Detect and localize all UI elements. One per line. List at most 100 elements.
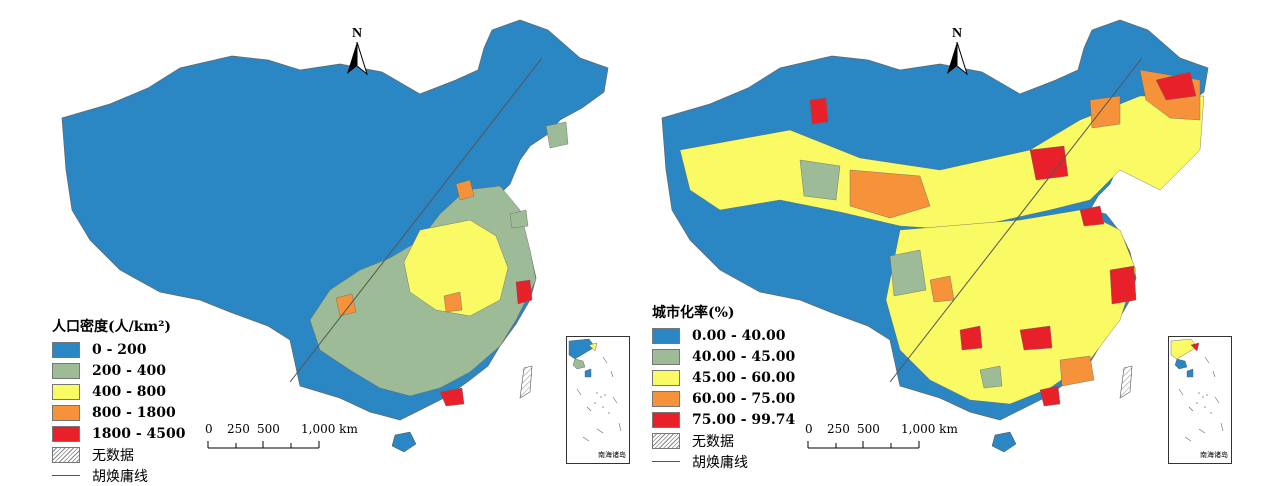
north-arrow-label: N [951,26,963,41]
map-region [1155,71,1197,101]
scale-bar: 0 250 500 1,000 km [205,422,375,455]
scale-bar-graphic [807,441,920,449]
legend-label: 0.00 - 40.00 [692,327,786,344]
urbanization-rate-map-panel: N 城市化率(%) 0.00 - 40.00 40.00 - 45.00 45.… [600,0,1233,479]
legend-label: 40.00 - 45.00 [692,348,796,365]
legend-label: 0 - 200 [92,341,147,358]
legend-label: 200 - 400 [92,362,167,379]
legend-label: 60.00 - 75.00 [692,390,796,407]
north-arrow-icon [947,41,968,76]
hu-line [889,57,1143,383]
map-region [1059,355,1095,387]
map-region [929,275,955,303]
urbanization-rate-map [661,19,1209,453]
scale-label: 1,000 km [901,422,958,436]
inset-map [568,338,622,442]
north-arrow-label: N [351,26,363,41]
legend-item: 200 - 400 [52,360,186,381]
map-region [1039,385,1061,407]
map-region [335,293,357,317]
south-china-sea-inset: 南海诸岛 [1168,336,1232,464]
scale-label: 500 [857,422,880,436]
inset-label: 南海诸岛 [598,451,626,459]
legend-item: 60.00 - 75.00 [652,388,795,409]
legend-swatch [652,327,680,344]
map-region [959,325,983,351]
map-region [979,365,1003,389]
scale-label: 1,000 km [301,422,358,436]
legend-swatch [52,341,80,358]
map-region [545,121,569,149]
map-region [509,209,529,229]
legend-swatch [652,390,680,407]
map-region [889,249,927,297]
hainan-island [991,431,1017,453]
population-density-map-panel: N 人口密度(人/km²) 0 - 200 200 - 400 400 - 80… [0,0,633,485]
scale-label: 250 [227,422,250,436]
taiwan-no-data [519,365,533,399]
map-region [849,169,931,219]
map-region [1109,265,1137,305]
taiwan-no-data [1119,365,1133,399]
legend: 城市化率(%) 0.00 - 40.00 40.00 - 45.00 45.00… [652,302,795,472]
south-china-sea-inset: 南海诸岛 [566,336,630,464]
map-region [515,279,533,305]
legend-swatch [52,362,80,379]
legend-swatch [52,404,80,421]
map-region [455,179,475,201]
legend-swatch [652,411,680,428]
legend-label: 400 - 800 [92,383,167,400]
map-region [809,97,829,125]
scale-label: 0 [805,422,813,436]
north-arrow: N [342,26,372,80]
legend-item: 400 - 800 [52,381,186,402]
legend-item-hu-line: 胡焕庸线 [652,451,795,472]
map-region [1029,145,1069,181]
map-region [403,219,509,317]
legend-swatch [652,348,680,365]
scale-bar: 0 250 500 1,000 km [805,422,975,455]
map-region [439,387,465,407]
legend-swatch [52,425,80,442]
line-swatch [52,475,80,476]
legend-label: 45.00 - 60.00 [692,369,796,386]
legend-item-no-data: 无数据 [52,444,186,465]
hatch-swatch [52,446,80,463]
scale-label: 0 [205,422,213,436]
north-arrow-icon [347,41,368,76]
map-region [443,291,463,313]
scale-bar-graphic [207,441,320,449]
legend-label: 胡焕庸线 [92,468,148,485]
legend-item-hu-line: 胡焕庸线 [52,465,186,486]
legend: 人口密度(人/km²) 0 - 200 200 - 400 400 - 800 … [52,316,186,486]
north-arrow: N [942,26,972,80]
map-region [1079,205,1105,227]
scale-label: 500 [257,422,280,436]
legend-label: 胡焕庸线 [692,454,748,471]
legend-title: 城市化率(%) [652,305,735,321]
population-density-map [61,19,609,453]
map-region [799,159,841,201]
legend-item: 40.00 - 45.00 [652,346,795,367]
map-region [1089,95,1121,129]
legend-label: 无数据 [692,433,734,450]
hainan-island [391,431,417,453]
legend-item: 0 - 200 [52,339,186,360]
legend-label: 1800 - 4500 [92,425,186,442]
legend-item: 1800 - 4500 [52,423,186,444]
map-region [1019,325,1053,351]
legend-title: 人口密度(人/km²) [52,319,172,335]
legend-item: 75.00 - 99.74 [652,409,795,430]
legend-label: 800 - 1800 [92,404,176,421]
legend-swatch [52,383,80,400]
line-swatch [652,461,680,462]
inset-map [1170,338,1224,442]
hu-line [289,57,543,383]
hatch-swatch [652,432,680,449]
legend-label: 无数据 [92,447,134,464]
legend-item-no-data: 无数据 [652,430,795,451]
inset-label: 南海诸岛 [1200,451,1228,459]
legend-swatch [652,369,680,386]
scale-label: 250 [827,422,850,436]
legend-item: 800 - 1800 [52,402,186,423]
